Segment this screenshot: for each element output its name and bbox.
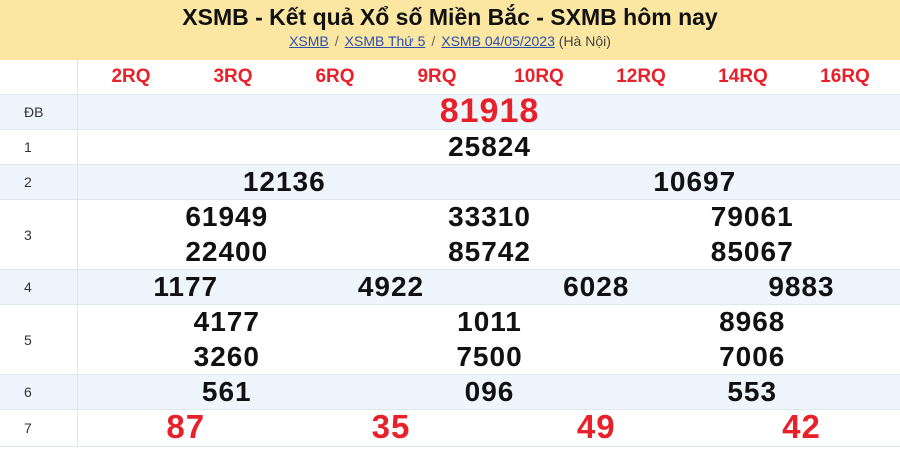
prize-number: 9883 [768,271,835,302]
code-label: 10RQ [514,66,564,87]
prize-row: 7 87 35 49 42 [0,408,900,447]
prize-numbers: 4177 1011 8968 3260 7500 7006 [79,305,900,374]
prize-number: 8968 [719,306,786,337]
prize-label: 2 [0,165,78,199]
location: (Hà Nội) [558,33,611,49]
breadcrumb: XSMB / XSMB Thứ 5 / XSMB 04/05/2023 (Hà Nội) [0,33,900,49]
prize-numbers: 87 35 49 42 [79,408,900,446]
prize-row: ĐB 81918 [0,92,900,130]
prize-label: 5 [0,305,78,374]
prize-number: 1011 [457,306,522,337]
prize-label: 3 [0,200,78,269]
prize-numbers: 561 096 553 [79,375,900,409]
code-label: 2RQ [111,66,151,87]
prize-numbers: 12136 10697 [79,165,900,199]
prize-label: 1 [0,130,78,164]
prize-label: ĐB [0,95,78,129]
prize-number: 42 [782,408,821,445]
prize-label: 6 [0,375,78,409]
prize-number: 096 [464,376,515,407]
prize-numbers: 61949 33310 79061 22400 85742 85067 [79,200,900,269]
page-header: XSMB - Kết quả Xổ số Miền Bắc - SXMB hôm… [0,0,900,60]
breadcrumb-xsmb-date[interactable]: XSMB 04/05/2023 [441,33,555,49]
prize-number: 85742 [448,236,531,267]
prize-number: 81918 [439,92,540,130]
code-label: 14RQ [718,66,768,87]
prize-row: 2 12136 10697 [0,165,900,200]
prize-number: 33310 [448,201,531,232]
prize-number: 553 [727,376,778,407]
breadcrumb-separator: / [431,33,436,49]
prize-number: 7500 [456,341,523,372]
breadcrumb-separator: / [334,33,339,49]
breadcrumb-xsmb[interactable]: XSMB [289,33,329,49]
code-label: 16RQ [820,66,870,87]
row-label [0,60,78,94]
codes-row: 2RQ 3RQ 6RQ 9RQ 10RQ 12RQ 14RQ 16RQ [0,60,900,95]
prize-label: 4 [0,270,78,304]
prize-row: 5 4177 1011 8968 3260 7500 7006 [0,305,900,375]
prize-number: 35 [371,408,411,445]
prize-number: 79061 [710,201,794,232]
prize-numbers: 1177 4922 6028 9883 [79,270,900,304]
prize-number: 49 [576,408,616,445]
prize-number: 61949 [185,201,269,232]
code-label: 9RQ [417,66,457,87]
prize-number: 4922 [357,271,425,302]
prize-number: 7006 [719,341,786,372]
prize-row: 6 561 096 553 [0,375,900,410]
prize-row: 3 61949 33310 79061 22400 85742 85067 [0,200,900,270]
codes: 2RQ 3RQ 6RQ 9RQ 10RQ 12RQ 14RQ 16RQ [79,60,900,94]
prize-row: 1 25824 [0,130,900,165]
prize-label: 7 [0,410,78,446]
prize-numbers: 25824 [79,130,900,164]
prize-numbers: 81918 [79,92,900,130]
breadcrumb-xsmb-thu5[interactable]: XSMB Thứ 5 [344,33,426,49]
prize-number: 22400 [185,236,269,267]
prize-number: 10697 [653,166,737,197]
page-title: XSMB - Kết quả Xổ số Miền Bắc - SXMB hôm… [182,4,718,30]
prize-number: 85067 [710,236,794,267]
code-label: 3RQ [213,66,253,87]
prize-number: 4177 [193,306,260,337]
prize-row: 4 1177 4922 6028 9883 [0,270,900,305]
prize-number: 12136 [242,166,326,197]
code-label: 12RQ [616,66,666,87]
prize-number: 87 [166,408,206,445]
prize-number: 25824 [448,131,531,162]
prize-number: 561 [201,376,252,407]
prize-number: 6028 [563,271,630,302]
prize-number: 3260 [193,341,260,372]
prize-number: 1177 [153,271,219,302]
code-label: 6RQ [315,66,355,87]
